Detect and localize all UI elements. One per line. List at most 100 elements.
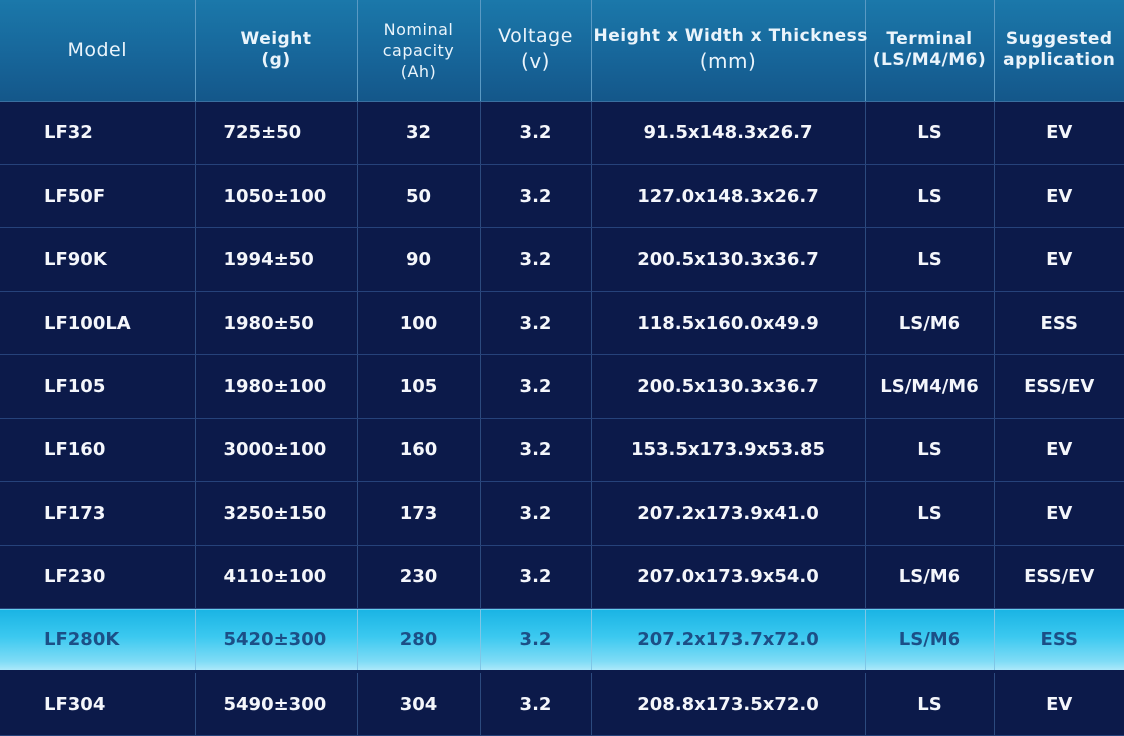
- cell-capacity: 304: [357, 671, 481, 736]
- header-capacity-line2: capacity: [382, 40, 455, 60]
- header-voltage-line: Voltage: [498, 24, 573, 47]
- header-dimensions: Height x Width x Thickness (mm): [591, 0, 868, 102]
- header-capacity: Nominal capacity (Ah): [357, 0, 481, 102]
- header-terminal-line: Terminal: [886, 29, 973, 50]
- cell-weight: 1994±50: [195, 227, 358, 292]
- cell-model: LF50F: [0, 164, 196, 229]
- header-voltage: Voltage (v): [480, 0, 592, 102]
- table-row: LF100LA 1980±50 100 3.2 118.5x160.0x49.9…: [0, 291, 1124, 356]
- cell-application: ESS: [994, 608, 1124, 674]
- cell-capacity: 280: [357, 608, 481, 674]
- header-terminal: Terminal (LS/M4/M6): [865, 0, 995, 102]
- cell-voltage: 3.2: [480, 608, 592, 674]
- cell-dimensions: 200.5x130.3x36.7: [591, 227, 866, 292]
- header-capacity-line1: Nominal: [383, 19, 454, 39]
- cell-dimensions: 207.2x173.9x41.0: [591, 481, 866, 546]
- cell-application: EV: [994, 164, 1124, 229]
- cell-capacity: 230: [357, 545, 481, 610]
- header-weight-line: Weight: [240, 29, 312, 50]
- cell-model: LF280K: [0, 608, 196, 674]
- header-row: Model Weight (g) Nominal capacity (Ah) V…: [0, 0, 1124, 102]
- table-row: LF160 3000±100 160 3.2 153.5x173.9x53.85…: [0, 418, 1124, 483]
- header-dimensions-line: Height x Width x Thickness: [593, 25, 868, 46]
- table-header: Model Weight (g) Nominal capacity (Ah) V…: [0, 0, 1124, 102]
- cell-capacity: 90: [357, 227, 481, 292]
- cell-voltage: 3.2: [480, 291, 592, 356]
- cell-weight: 5420±300: [195, 608, 358, 674]
- cell-voltage: 3.2: [480, 418, 592, 483]
- cell-dimensions: 207.2x173.7x72.0: [591, 608, 866, 674]
- cell-weight: 4110±100: [195, 545, 358, 610]
- cell-capacity: 100: [357, 291, 481, 356]
- cell-terminal: LS: [865, 481, 995, 546]
- header-terminal-types: (LS/M4/M6): [872, 50, 987, 71]
- cell-dimensions: 91.5x148.3x26.7: [591, 101, 866, 165]
- cell-model: LF105: [0, 354, 196, 419]
- cell-weight: 1980±50: [195, 291, 358, 356]
- cell-dimensions: 208.8x173.5x72.0: [591, 671, 866, 736]
- cell-terminal: LS: [865, 418, 995, 483]
- header-weight: Weight (g): [195, 0, 358, 102]
- cell-model: LF32: [0, 101, 196, 165]
- header-weight-unit: (g): [261, 50, 291, 71]
- cell-terminal: LS/M4/M6: [865, 354, 995, 419]
- cell-model: LF160: [0, 418, 196, 483]
- cell-dimensions: 127.0x148.3x26.7: [591, 164, 866, 229]
- cell-dimensions: 118.5x160.0x49.9: [591, 291, 866, 356]
- table-row: LF50F 1050±100 50 3.2 127.0x148.3x26.7 L…: [0, 164, 1124, 229]
- cell-dimensions: 200.5x130.3x36.7: [591, 354, 866, 419]
- header-model: Model: [0, 0, 196, 102]
- header-model-line: Model: [67, 38, 128, 61]
- table-row: LF105 1980±100 105 3.2 200.5x130.3x36.7 …: [0, 354, 1124, 419]
- cell-terminal: LS/M6: [865, 608, 995, 674]
- cell-terminal: LS: [865, 101, 995, 165]
- cell-model: LF230: [0, 545, 196, 610]
- cell-application: EV: [994, 481, 1124, 546]
- cell-capacity: 32: [357, 101, 481, 165]
- table-row: LF230 4110±100 230 3.2 207.0x173.9x54.0 …: [0, 545, 1124, 610]
- table-body: LF32 725±50 32 3.2 91.5x148.3x26.7 LS EV…: [0, 101, 1124, 736]
- table-row: LF90K 1994±50 90 3.2 200.5x130.3x36.7 LS…: [0, 227, 1124, 292]
- cell-voltage: 3.2: [480, 671, 592, 736]
- cell-model: LF90K: [0, 227, 196, 292]
- cell-weight: 5490±300: [195, 671, 358, 736]
- cell-voltage: 3.2: [480, 227, 592, 292]
- cell-terminal: LS: [865, 227, 995, 292]
- table-row: LF304 5490±300 304 3.2 208.8x173.5x72.0 …: [0, 671, 1124, 736]
- cell-weight: 3250±150: [195, 481, 358, 546]
- header-application-line1: Suggested: [1005, 29, 1113, 50]
- cell-model: LF100LA: [0, 291, 196, 356]
- cell-model: LF173: [0, 481, 196, 546]
- cell-dimensions: 207.0x173.9x54.0: [591, 545, 866, 610]
- cell-weight: 3000±100: [195, 418, 358, 483]
- header-capacity-unit: (Ah): [400, 61, 437, 81]
- header-application-line2: application: [1003, 50, 1116, 71]
- cell-application: EV: [994, 227, 1124, 292]
- cell-capacity: 105: [357, 354, 481, 419]
- cell-voltage: 3.2: [480, 354, 592, 419]
- cell-weight: 1980±100: [195, 354, 358, 419]
- cell-capacity: 160: [357, 418, 481, 483]
- cell-weight: 725±50: [195, 101, 358, 165]
- header-dimensions-unit: (mm): [699, 48, 757, 73]
- header-voltage-unit: (v): [521, 48, 550, 73]
- table-row: LF32 725±50 32 3.2 91.5x148.3x26.7 LS EV: [0, 101, 1124, 165]
- cell-terminal: LS/M6: [865, 291, 995, 356]
- cell-terminal: LS: [865, 671, 995, 736]
- cell-application: ESS/EV: [994, 354, 1124, 419]
- cell-weight: 1050±100: [195, 164, 358, 229]
- cell-terminal: LS: [865, 164, 995, 229]
- cell-dimensions: 153.5x173.9x53.85: [591, 418, 866, 483]
- table-row: LF173 3250±150 173 3.2 207.2x173.9x41.0 …: [0, 481, 1124, 546]
- cell-voltage: 3.2: [480, 545, 592, 610]
- cell-voltage: 3.2: [480, 101, 592, 165]
- cell-voltage: 3.2: [480, 164, 592, 229]
- cell-application: ESS/EV: [994, 545, 1124, 610]
- cell-capacity: 50: [357, 164, 481, 229]
- cell-application: ESS: [994, 291, 1124, 356]
- header-application: Suggested application: [994, 0, 1124, 102]
- cell-application: EV: [994, 671, 1124, 736]
- table-row-highlighted: LF280K 5420±300 280 3.2 207.2x173.7x72.0…: [0, 608, 1124, 674]
- cell-voltage: 3.2: [480, 481, 592, 546]
